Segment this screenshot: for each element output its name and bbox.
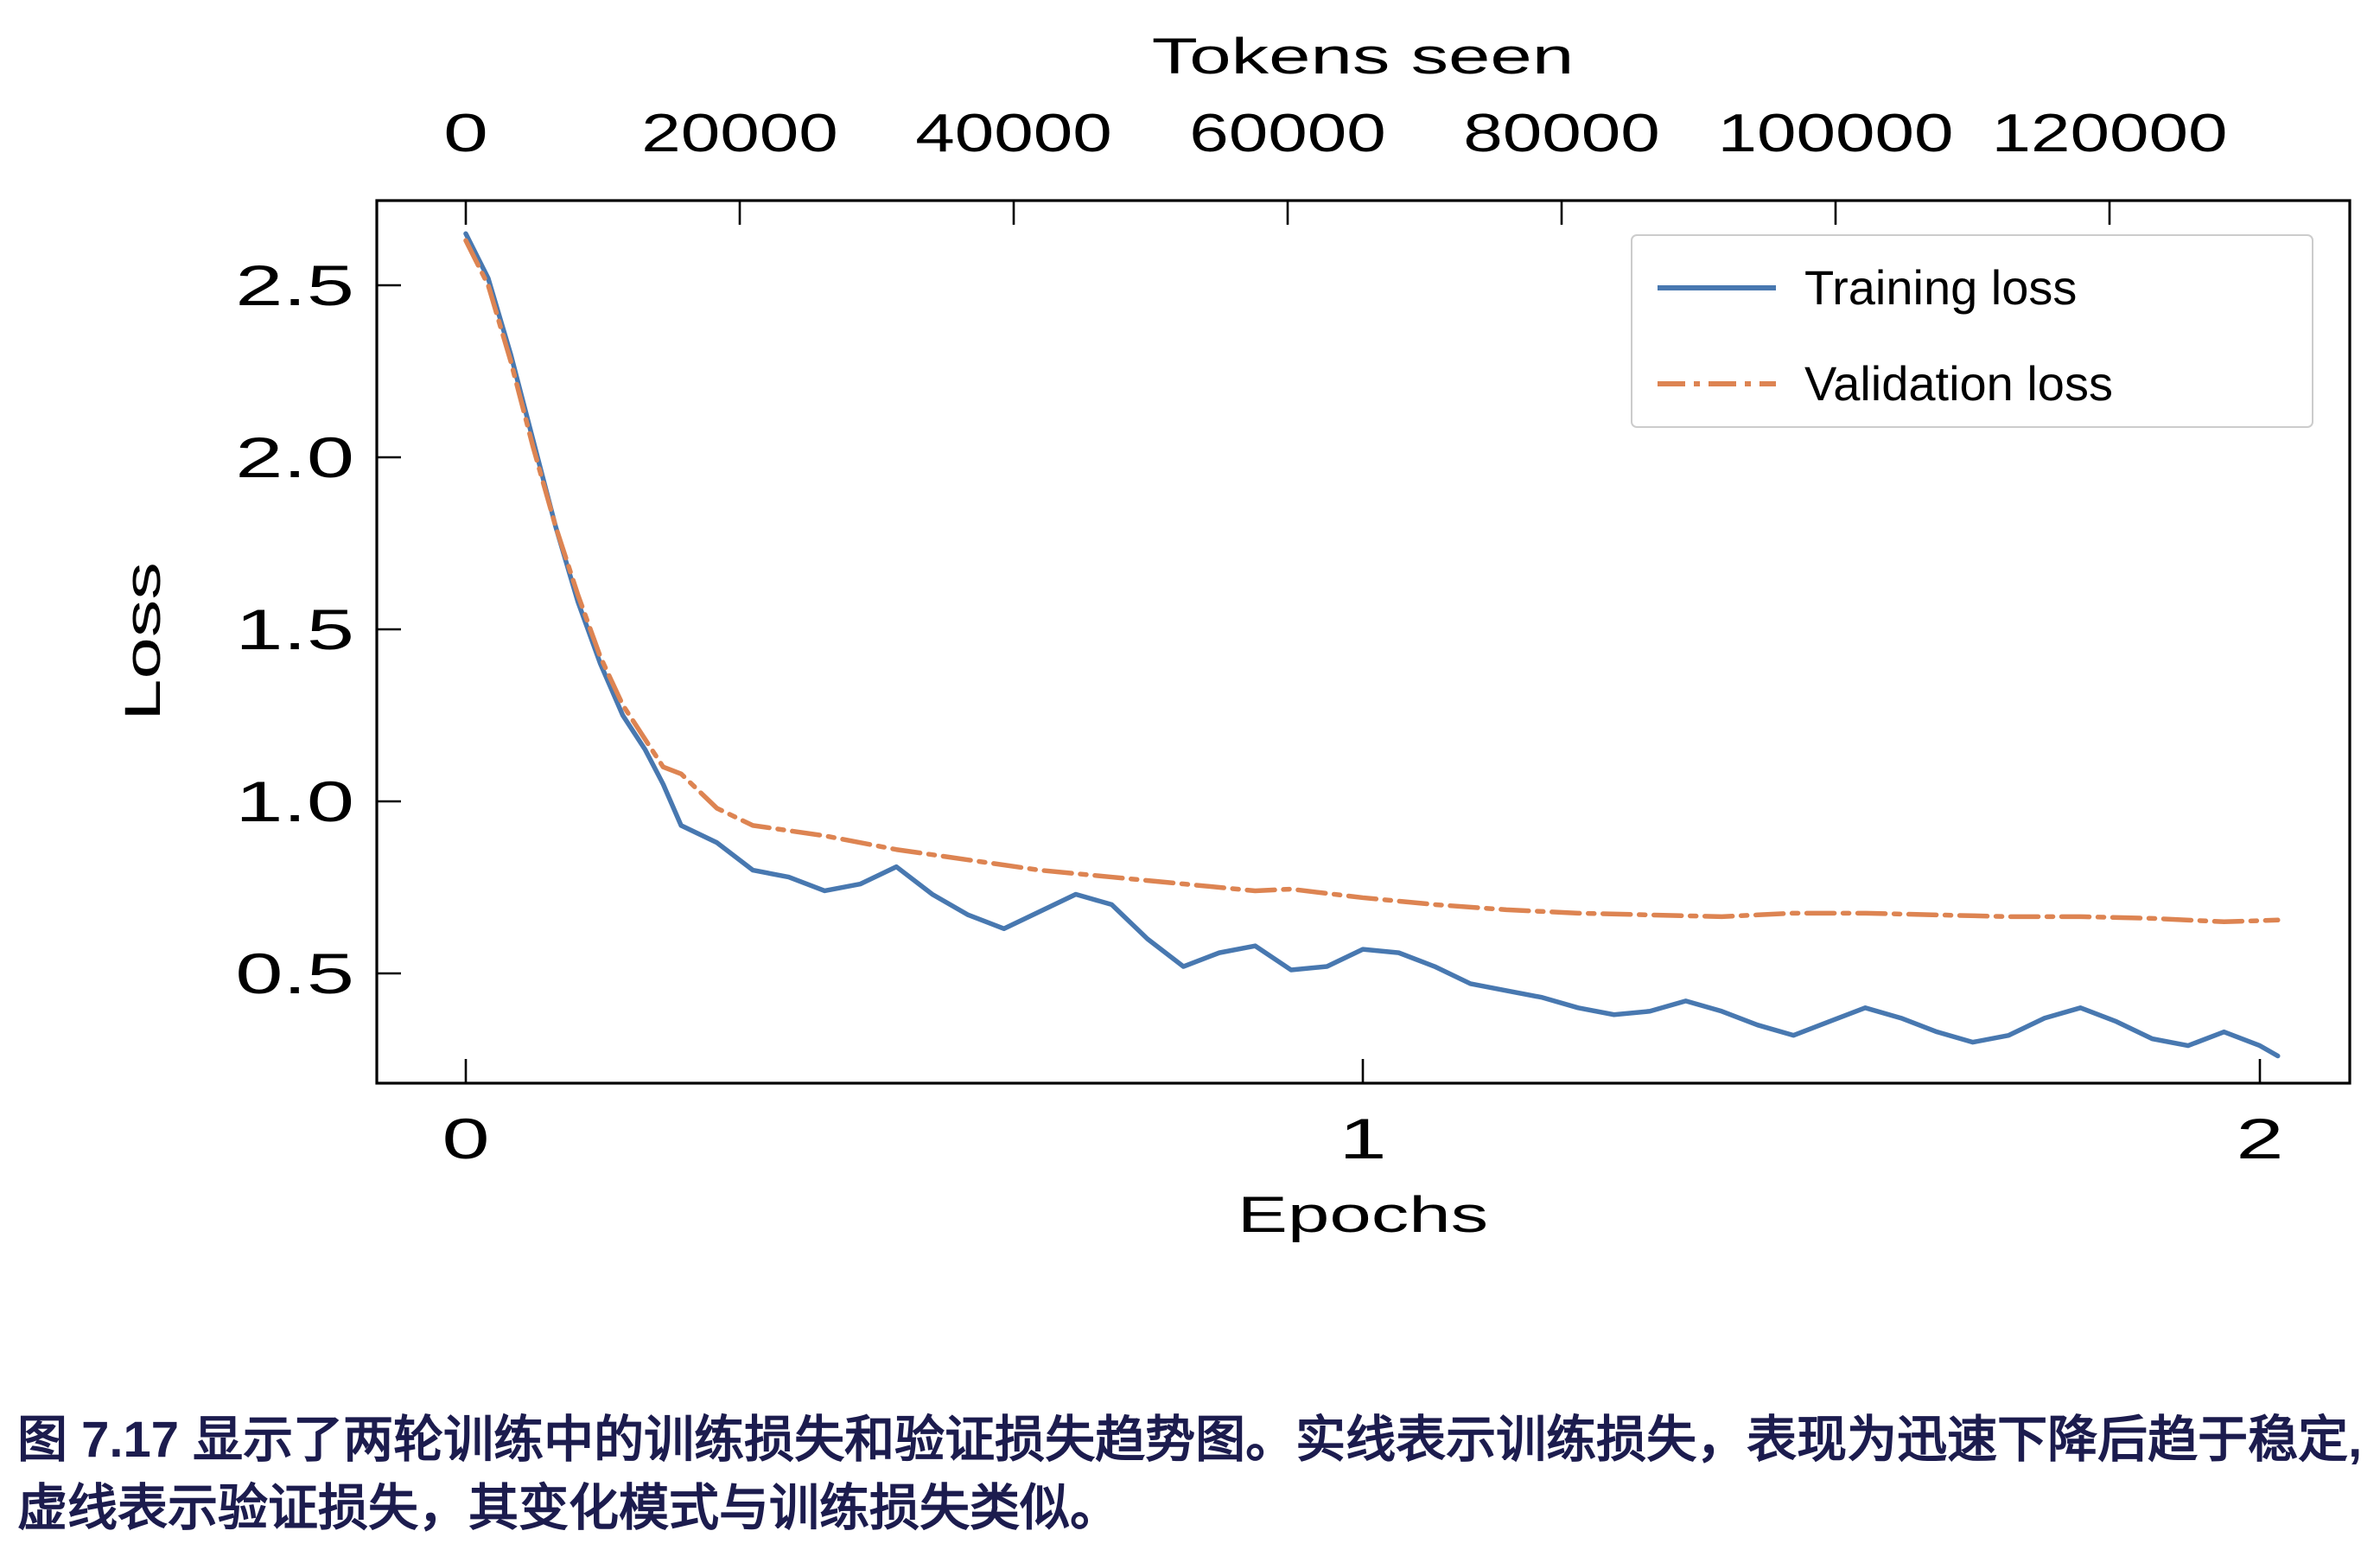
svg-text:图 7.17 显示了两轮训练中的训练损失和验证损失趋势图。实: 图 7.17 显示了两轮训练中的训练损失和验证损失趋势图。实线表示训练损失，表现… xyxy=(17,1412,2362,1468)
svg-text:2.0: 2.0 xyxy=(235,425,354,489)
svg-text:虚线表示验证损失，其变化模式与训练损失类似。: 虚线表示验证损失，其变化模式与训练损失类似。 xyxy=(17,1480,1120,1536)
svg-text:Epochs: Epochs xyxy=(1238,1186,1488,1242)
svg-text:60000: 60000 xyxy=(1189,103,1386,163)
svg-text:2: 2 xyxy=(2236,1107,2283,1170)
svg-text:Validation loss: Validation loss xyxy=(1804,356,2113,411)
svg-text:Tokens seen: Tokens seen xyxy=(1152,28,1574,84)
svg-text:Training loss: Training loss xyxy=(1804,260,2077,315)
svg-text:0: 0 xyxy=(442,1107,489,1170)
svg-text:1.0: 1.0 xyxy=(235,769,354,833)
svg-text:1.5: 1.5 xyxy=(235,597,354,661)
svg-text:Loss: Loss xyxy=(114,562,170,721)
svg-text:20000: 20000 xyxy=(641,103,838,163)
svg-text:120000: 120000 xyxy=(1991,103,2227,163)
svg-text:0.5: 0.5 xyxy=(235,941,354,1005)
svg-text:0: 0 xyxy=(443,103,488,163)
svg-text:1: 1 xyxy=(1339,1107,1386,1170)
svg-text:100000: 100000 xyxy=(1717,103,1953,163)
svg-text:80000: 80000 xyxy=(1463,103,1660,163)
svg-text:40000: 40000 xyxy=(915,103,1112,163)
svg-text:2.5: 2.5 xyxy=(235,253,354,317)
